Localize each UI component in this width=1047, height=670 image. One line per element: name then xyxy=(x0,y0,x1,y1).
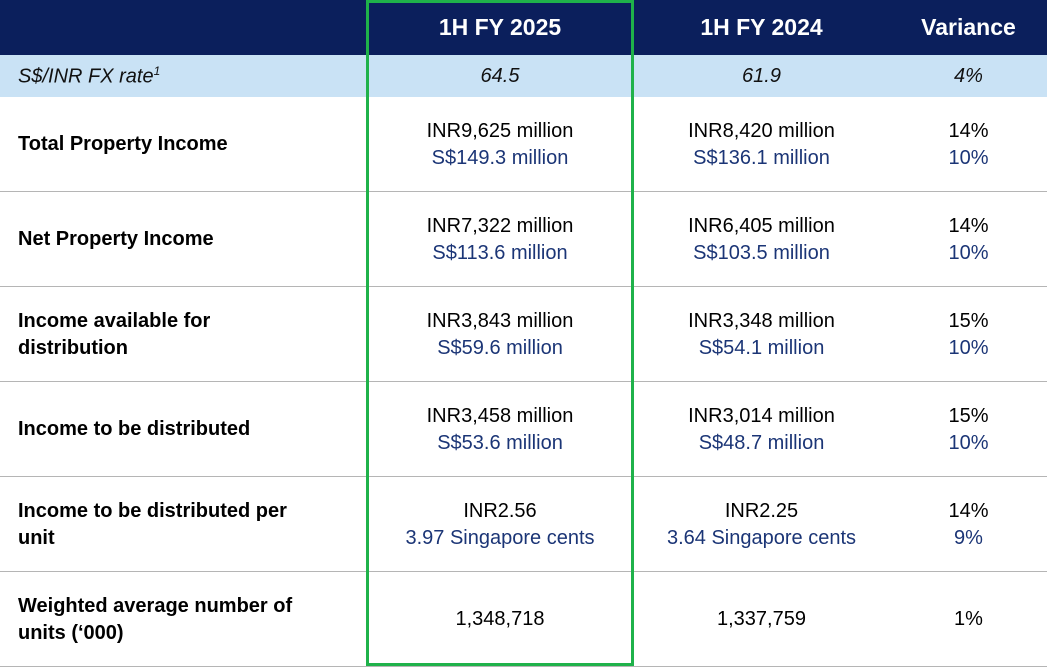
value-secondary: S$136.1 million xyxy=(693,146,830,169)
header-cell: 1H FY 2024 xyxy=(633,0,890,55)
value-cell: 15% 10% xyxy=(890,287,1047,382)
value-secondary: 10% xyxy=(948,146,989,169)
value-cell: 15% 10% xyxy=(890,382,1047,477)
row-divider xyxy=(0,381,1047,382)
row-label: Income to be distributed xyxy=(0,382,367,477)
fx-value: 64.5 xyxy=(367,55,633,97)
row-label-line: Income available for xyxy=(18,309,211,332)
value-cell: INR3,348 million S$54.1 million xyxy=(633,287,890,382)
value-secondary: 3.64 Singapore cents xyxy=(666,526,857,549)
row-divider xyxy=(0,476,1047,477)
row-label-line: Net Property Income xyxy=(18,228,214,250)
value-secondary: S$48.7 million xyxy=(698,431,825,454)
value-primary: INR3,843 million xyxy=(426,309,574,332)
row-divider xyxy=(0,286,1047,287)
footnote-mark: 1 xyxy=(153,63,161,78)
value-secondary: S$54.1 million xyxy=(698,336,825,359)
value-primary: 14% xyxy=(948,119,989,142)
value-cell: 14% 10% xyxy=(890,97,1047,192)
value-cell: INR3,014 million S$48.7 million xyxy=(633,382,890,477)
header-text: 1H FY 2024 xyxy=(700,14,823,40)
value-cell: INR8,420 million S$136.1 million xyxy=(633,97,890,192)
value-secondary: S$113.6 million xyxy=(432,241,568,264)
row-divider xyxy=(0,571,1047,572)
value-cell: 14% 10% xyxy=(890,192,1047,287)
fx-label: S$/INR FX rate1 xyxy=(0,55,367,97)
value-primary: 14% xyxy=(948,214,989,237)
value-secondary: S$59.6 million xyxy=(437,336,563,359)
row-label-line: distribution xyxy=(18,336,128,359)
value-primary: INR3,348 million xyxy=(688,309,835,332)
value-primary: 15% xyxy=(948,404,989,427)
value-cell: INR2.25 3.64 Singapore cents xyxy=(633,477,890,572)
row-label: Weighted average number of units (‘000) xyxy=(0,572,367,667)
value-primary: INR6,405 million xyxy=(688,214,835,237)
value-cell: 1,337,759 xyxy=(633,572,890,667)
value-cell: 1% xyxy=(890,572,1047,667)
header-cell: 1H FY 2025 xyxy=(367,0,633,55)
header-cell xyxy=(0,0,367,55)
row-label-line: units (‘000) xyxy=(18,621,124,644)
value-cell: 14% 9% xyxy=(890,477,1047,572)
header-cell: Variance xyxy=(890,0,1047,55)
value-cell: 1,348,718 xyxy=(367,572,633,667)
value-primary: INR8,420 million xyxy=(688,119,835,142)
value-cell: INR7,322 million S$113.6 million xyxy=(367,192,633,287)
value-primary: 1,337,759 xyxy=(717,608,806,630)
value-cell: INR3,458 million S$53.6 million xyxy=(367,382,633,477)
value-secondary: 9% xyxy=(954,526,983,549)
value-primary: INR3,014 million xyxy=(688,404,835,427)
value-secondary: S$103.5 million xyxy=(693,241,830,264)
value-secondary: 10% xyxy=(948,336,989,359)
value-cell: INR6,405 million S$103.5 million xyxy=(633,192,890,287)
row-label-line: Total Property Income xyxy=(18,133,228,155)
row-divider xyxy=(0,191,1047,192)
value-secondary: 3.97 Singapore cents xyxy=(405,526,595,549)
row-label-line: unit xyxy=(18,526,55,549)
fx-value-text: 4% xyxy=(954,64,983,87)
value-primary: INR2.56 xyxy=(463,499,537,522)
value-cell: INR9,625 million S$149.3 million xyxy=(367,97,633,192)
value-primary: INR2.25 xyxy=(724,499,799,522)
value-secondary: S$53.6 million xyxy=(437,431,563,454)
row-label-line: Weighted average number of xyxy=(18,594,293,617)
fx-value-text: 61.9 xyxy=(742,64,781,87)
value-primary: INR7,322 million xyxy=(426,214,574,237)
row-label: Net Property Income xyxy=(0,192,367,287)
value-primary: 15% xyxy=(948,309,989,332)
value-primary: 14% xyxy=(948,499,989,522)
value-secondary: 10% xyxy=(948,431,989,454)
header-text: Variance xyxy=(921,14,1016,40)
value-secondary: 10% xyxy=(948,241,989,264)
fx-value: 61.9 xyxy=(633,55,890,97)
row-label-line: Income to be distributed per xyxy=(18,499,287,522)
row-label: Total Property Income xyxy=(0,97,367,192)
fx-value-text: 64.5 xyxy=(480,64,520,87)
value-primary: 1% xyxy=(954,608,983,630)
value-primary: 1,348,718 xyxy=(455,608,545,630)
value-secondary: S$149.3 million xyxy=(431,146,569,169)
fx-label-text: S$/INR FX rate1 xyxy=(18,64,367,89)
fx-label-name: S$/INR FX rate xyxy=(18,65,154,88)
row-divider xyxy=(0,666,1047,667)
fx-value: 4% xyxy=(890,55,1047,97)
header-text: 1H FY 2025 xyxy=(438,14,562,40)
value-cell: INR2.56 3.97 Singapore cents xyxy=(367,477,633,572)
row-label-line: Income to be distributed xyxy=(18,418,251,440)
row-label: Income available for distribution xyxy=(0,287,367,382)
value-cell: INR3,843 million S$59.6 million xyxy=(367,287,633,382)
value-primary: INR3,458 million xyxy=(426,404,574,427)
value-primary: INR9,625 million xyxy=(426,119,574,142)
row-label: Income to be distributed per unit xyxy=(0,477,367,572)
